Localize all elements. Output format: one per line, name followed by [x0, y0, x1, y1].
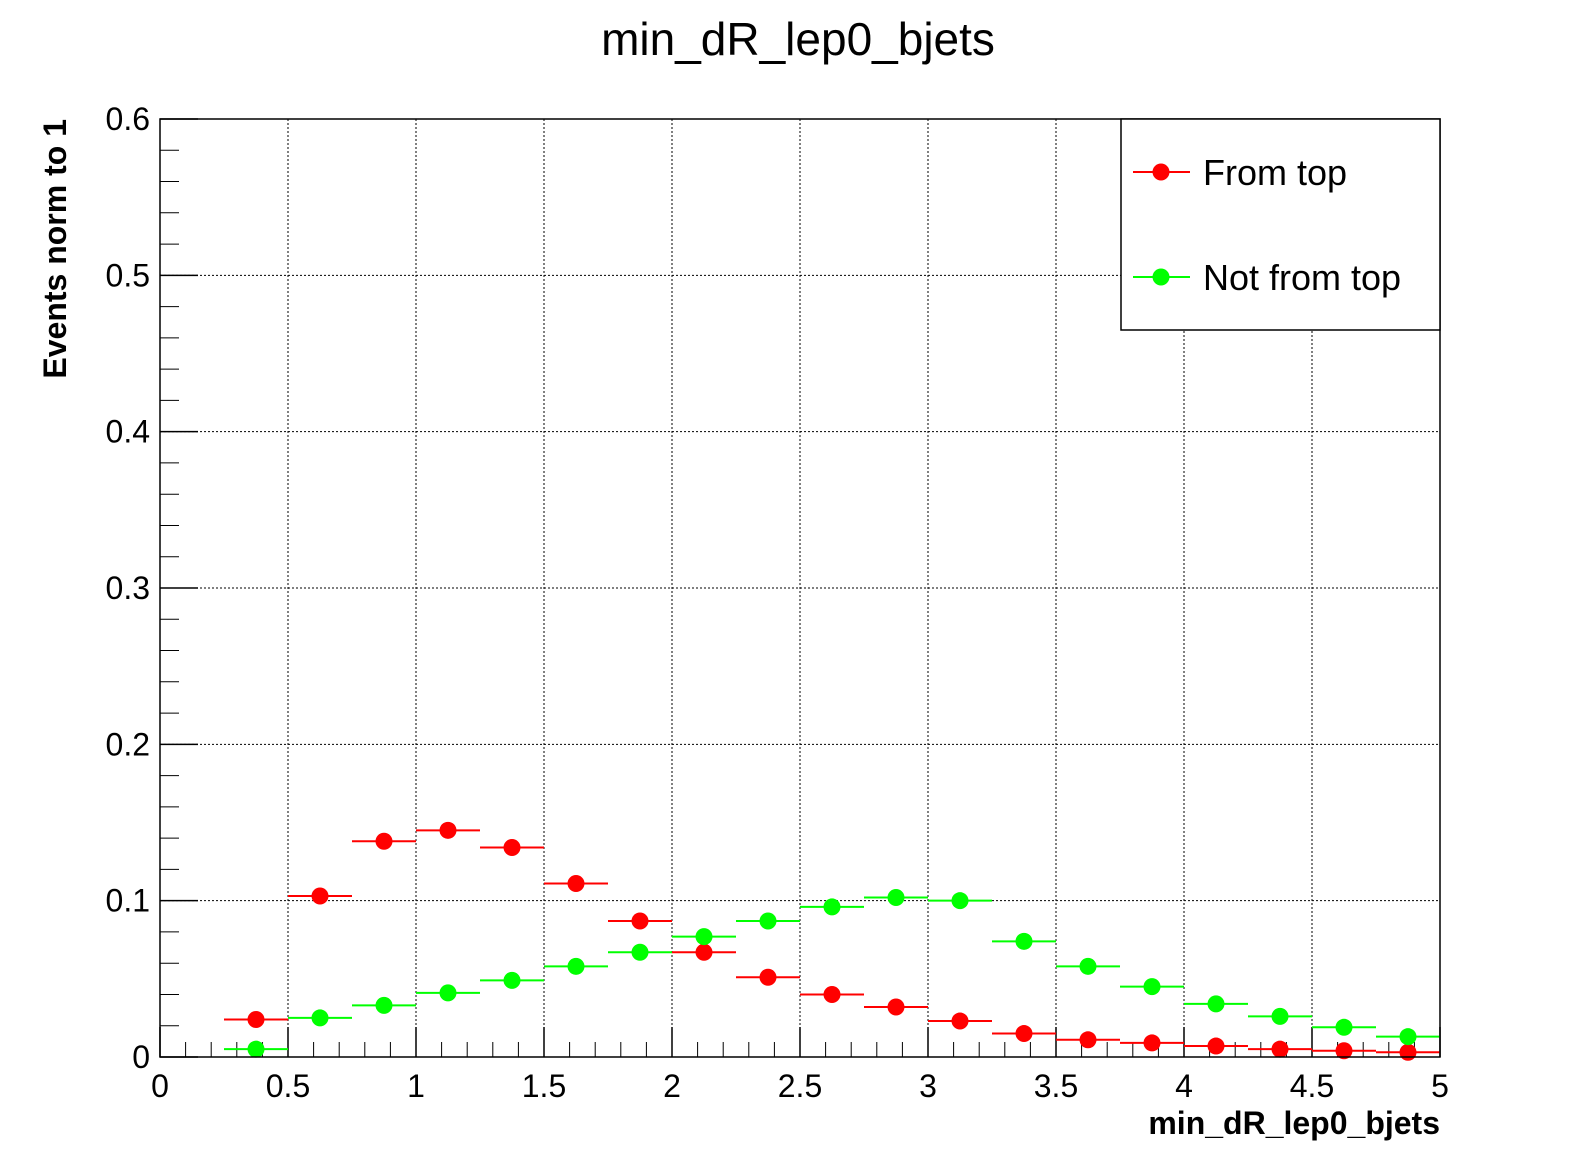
- data-point: [567, 957, 585, 975]
- data-point: [887, 998, 905, 1016]
- y-tick-label: 0: [132, 1039, 150, 1075]
- x-tick-label: 4: [1175, 1068, 1193, 1104]
- y-tick-label: 0.4: [106, 414, 150, 450]
- data-point: [439, 821, 457, 839]
- data-point: [439, 984, 457, 1002]
- data-point: [1399, 1043, 1417, 1061]
- data-point: [503, 839, 521, 857]
- tick-labels: 0 0.5 1 1.5 2 2.5 3 3.5 4 4.5 5 0 0.1 0.2 0.3 0.4 0.5 0.6: [106, 101, 1449, 1104]
- x-tick-label: 1.5: [522, 1068, 566, 1104]
- data-point: [247, 1010, 265, 1028]
- x-axis-title: min_dR_lep0_bjets: [1148, 1105, 1440, 1141]
- data-point: [1271, 1040, 1289, 1058]
- y-tick-label: 0.5: [106, 257, 150, 293]
- plot-frame: [159, 118, 1441, 1058]
- grid-lines: [160, 119, 1440, 1057]
- chart-title: min_dR_lep0_bjets: [601, 13, 995, 65]
- data-point: [695, 943, 713, 961]
- series-layer: [224, 821, 1440, 1061]
- data-point: [1143, 978, 1161, 996]
- data-point: [631, 943, 649, 961]
- data-point: [567, 874, 585, 892]
- legend-marker: [1152, 163, 1170, 181]
- data-point: [503, 971, 521, 989]
- legend-marker: [1152, 268, 1170, 286]
- y-tick-label: 0.2: [106, 726, 150, 762]
- x-tick-label: 2: [663, 1068, 681, 1104]
- y-tick-label: 0.6: [106, 101, 150, 137]
- y-tick-label: 0.3: [106, 570, 150, 606]
- data-point: [1015, 932, 1033, 950]
- legend-label: From top: [1203, 152, 1347, 193]
- x-tick-label: 3: [919, 1068, 937, 1104]
- x-tick-label: 4.5: [1290, 1068, 1334, 1104]
- data-point: [951, 892, 969, 910]
- x-tick-label: 3.5: [1034, 1068, 1078, 1104]
- data-point: [1335, 1018, 1353, 1036]
- data-point: [1207, 1037, 1225, 1055]
- legend-box: [1120, 118, 1441, 331]
- data-point: [823, 985, 841, 1003]
- data-point: [887, 889, 905, 907]
- data-point: [1143, 1034, 1161, 1052]
- data-point: [311, 1009, 329, 1027]
- data-point: [759, 968, 777, 986]
- data-point: [1207, 995, 1225, 1013]
- data-point: [951, 1012, 969, 1030]
- data-point: [311, 887, 329, 905]
- x-tick-label: 0.5: [266, 1068, 310, 1104]
- data-point: [1271, 1007, 1289, 1025]
- data-point: [695, 928, 713, 946]
- x-tick-label: 5: [1431, 1068, 1449, 1104]
- y-tick-label: 0.1: [106, 883, 150, 919]
- x-tick-label: 2.5: [778, 1068, 822, 1104]
- data-point: [375, 832, 393, 850]
- data-point: [247, 1040, 265, 1058]
- x-tick-label: 1: [407, 1068, 425, 1104]
- data-point: [1015, 1025, 1033, 1043]
- data-point: [1399, 1028, 1417, 1046]
- data-point: [823, 898, 841, 916]
- data-point: [631, 912, 649, 930]
- data-point: [1079, 1031, 1097, 1049]
- data-point: [375, 996, 393, 1014]
- data-point: [1335, 1042, 1353, 1060]
- x-tick-label: 0: [151, 1068, 169, 1104]
- y-axis-title: Events norm to 1: [37, 119, 73, 379]
- data-point: [1079, 957, 1097, 975]
- legend: From top Not from top: [1120, 118, 1441, 331]
- series-group: [224, 821, 1440, 1061]
- legend-label: Not from top: [1203, 257, 1401, 298]
- series-group: [224, 889, 1440, 1058]
- data-point: [759, 912, 777, 930]
